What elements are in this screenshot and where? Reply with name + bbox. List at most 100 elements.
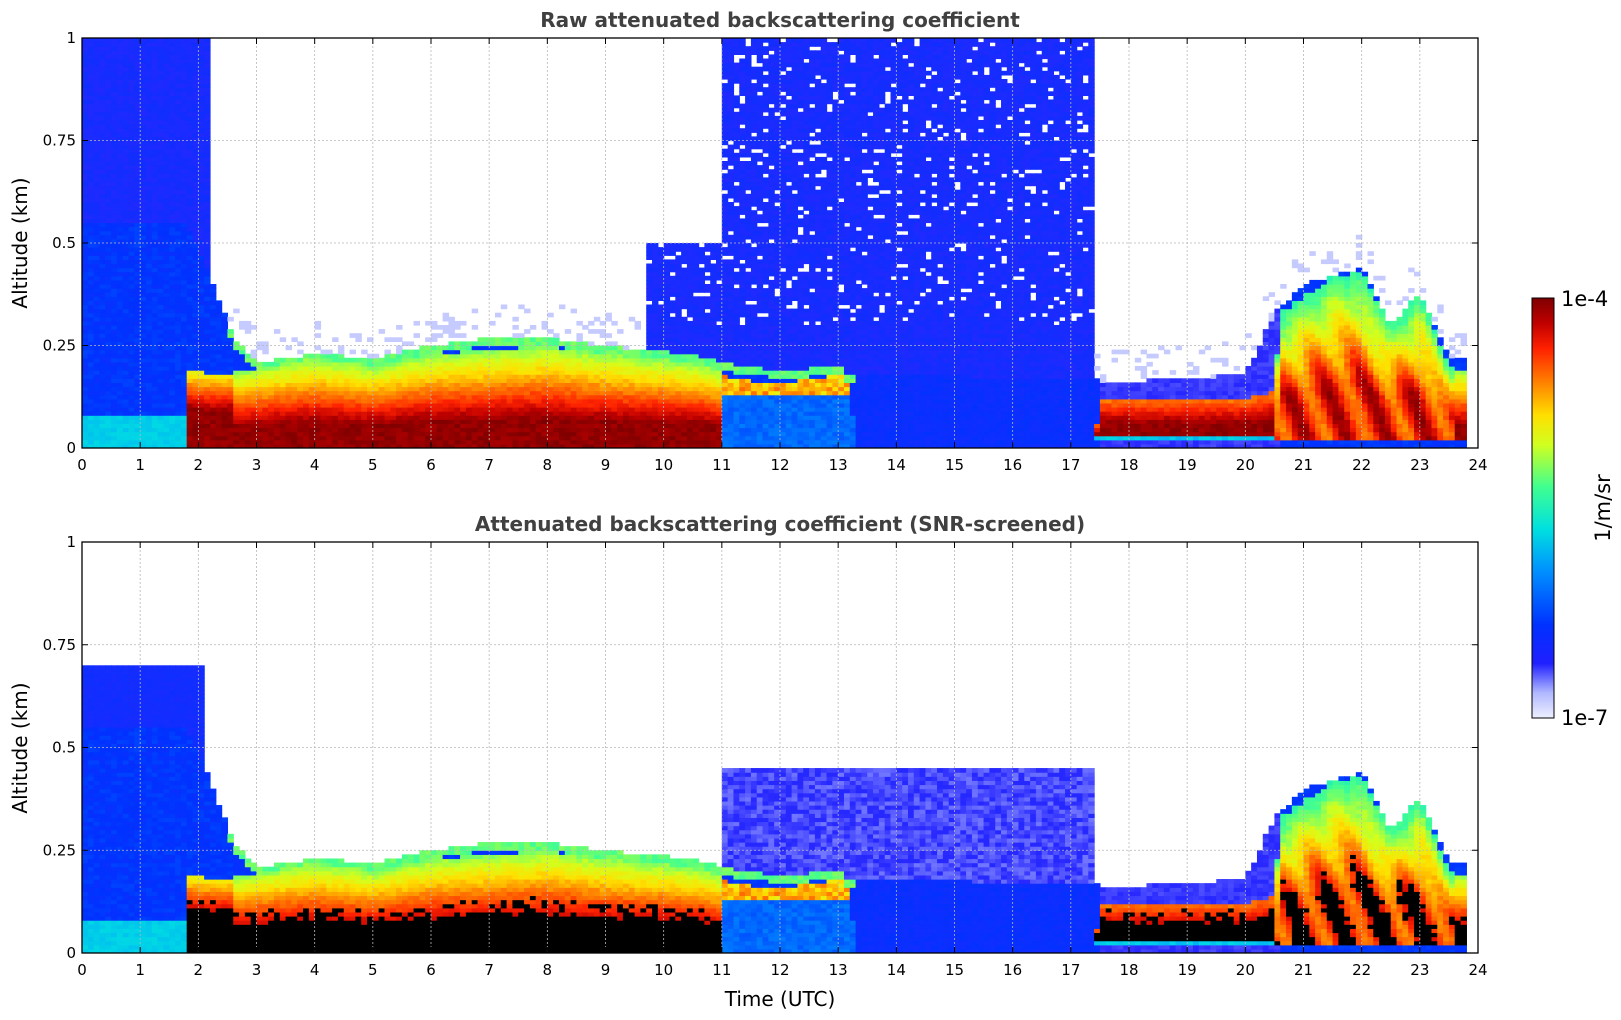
heatmap-cell [465, 357, 473, 363]
heatmap-cell [192, 91, 199, 96]
heatmap-cell [337, 394, 345, 400]
heatmap-cell [686, 349, 694, 355]
heatmap-cell [134, 271, 141, 277]
heatmap-cell [529, 345, 537, 351]
heatmap-cell [175, 349, 182, 355]
heatmap-cell [367, 423, 374, 429]
heatmap-cell [163, 427, 170, 433]
heatmap-cell [494, 443, 502, 448]
heatmap-cell [337, 402, 345, 408]
heatmap-cell [145, 156, 153, 162]
heatmap-cell [605, 427, 612, 433]
heatmap-cell [442, 411, 450, 416]
heatmap-cell [192, 333, 199, 338]
heatmap-cell [384, 411, 391, 416]
heatmap-cell [221, 439, 229, 445]
heatmap-cell [169, 320, 176, 326]
heatmap-cell [372, 423, 380, 429]
heatmap-cell [157, 214, 165, 219]
heatmap-cell [186, 79, 194, 84]
heatmap-cell [244, 423, 252, 429]
heatmap-cell [140, 390, 147, 396]
heatmap-cell [669, 263, 676, 269]
heatmap-cell [378, 390, 386, 396]
heatmap-cell [669, 320, 676, 326]
heatmap-cell [401, 353, 409, 359]
heatmap-cell [582, 341, 589, 347]
heatmap-cell [87, 288, 95, 293]
heatmap-cell [646, 251, 653, 256]
heatmap-cell [145, 435, 153, 441]
heatmap-cell [518, 427, 525, 433]
heatmap-cell [157, 226, 165, 232]
heatmap-cell [157, 218, 165, 224]
heatmap-cell [483, 398, 490, 404]
heatmap-cell [134, 66, 141, 72]
heatmap-cell [413, 382, 420, 388]
heatmap-cell [140, 189, 147, 195]
heatmap-cell [721, 234, 729, 240]
heatmap-cell [157, 132, 165, 137]
heatmap-cell [593, 378, 601, 383]
heatmap-cell [87, 181, 95, 187]
heatmap-cell [145, 394, 153, 400]
heatmap-cell [721, 320, 729, 326]
heatmap-cell [204, 263, 211, 269]
heatmap-cell [244, 361, 252, 367]
heatmap-cell [396, 402, 403, 408]
heatmap-cell [198, 156, 205, 162]
heatmap-cell [204, 443, 211, 448]
heatmap-cell [686, 325, 694, 330]
heatmap-cell [163, 173, 170, 178]
heatmap-cell [593, 431, 601, 437]
heatmap-cell [227, 357, 234, 363]
heatmap-cell [419, 439, 426, 445]
heatmap-cell [169, 165, 176, 170]
heatmap-cell [204, 247, 211, 252]
heatmap-cell [209, 411, 217, 416]
heatmap-cell [82, 415, 89, 420]
heatmap-cell [721, 185, 729, 191]
heatmap-cell [157, 423, 165, 429]
heatmap-cell [634, 443, 641, 448]
heatmap-cell [192, 296, 199, 301]
heatmap-cell [529, 357, 537, 363]
heatmap-cell [186, 74, 194, 80]
heatmap-cell [710, 407, 717, 412]
heatmap-cell [82, 325, 89, 330]
heatmap-cell [140, 349, 147, 355]
heatmap-cell [337, 419, 345, 424]
heatmap-cell [628, 443, 636, 448]
heatmap-cell [186, 443, 194, 448]
heatmap-cell [157, 415, 165, 420]
heatmap-cell [524, 402, 531, 408]
heatmap-cell [518, 435, 525, 441]
heatmap-cell [105, 177, 112, 183]
heatmap-cell [506, 411, 514, 416]
heatmap-cell [82, 66, 89, 72]
heatmap-cell [663, 370, 671, 375]
heatmap-cell [87, 193, 95, 199]
heatmap-cell [454, 361, 461, 367]
heatmap-cell [407, 415, 415, 420]
heatmap-cell [343, 439, 351, 445]
heatmap-cell [442, 366, 450, 371]
heatmap-cell [93, 99, 101, 105]
heatmap-cell [332, 398, 339, 404]
heatmap-cell [87, 345, 95, 351]
heatmap-cell [622, 402, 630, 408]
heatmap-cell [87, 189, 95, 195]
heatmap-cell [128, 292, 135, 297]
heatmap-cell [175, 308, 182, 314]
heatmap-cell [99, 132, 106, 137]
heatmap-cell [180, 353, 188, 359]
heatmap-cell [727, 357, 735, 363]
heatmap-cell [698, 378, 705, 383]
heatmap-cell [145, 341, 153, 347]
heatmap-cell [692, 439, 700, 445]
heatmap-cell [704, 423, 711, 429]
heatmap-cell [494, 361, 502, 367]
heatmap-cell [169, 366, 176, 371]
heatmap-cell [116, 148, 124, 154]
heatmap-cell [716, 247, 723, 252]
